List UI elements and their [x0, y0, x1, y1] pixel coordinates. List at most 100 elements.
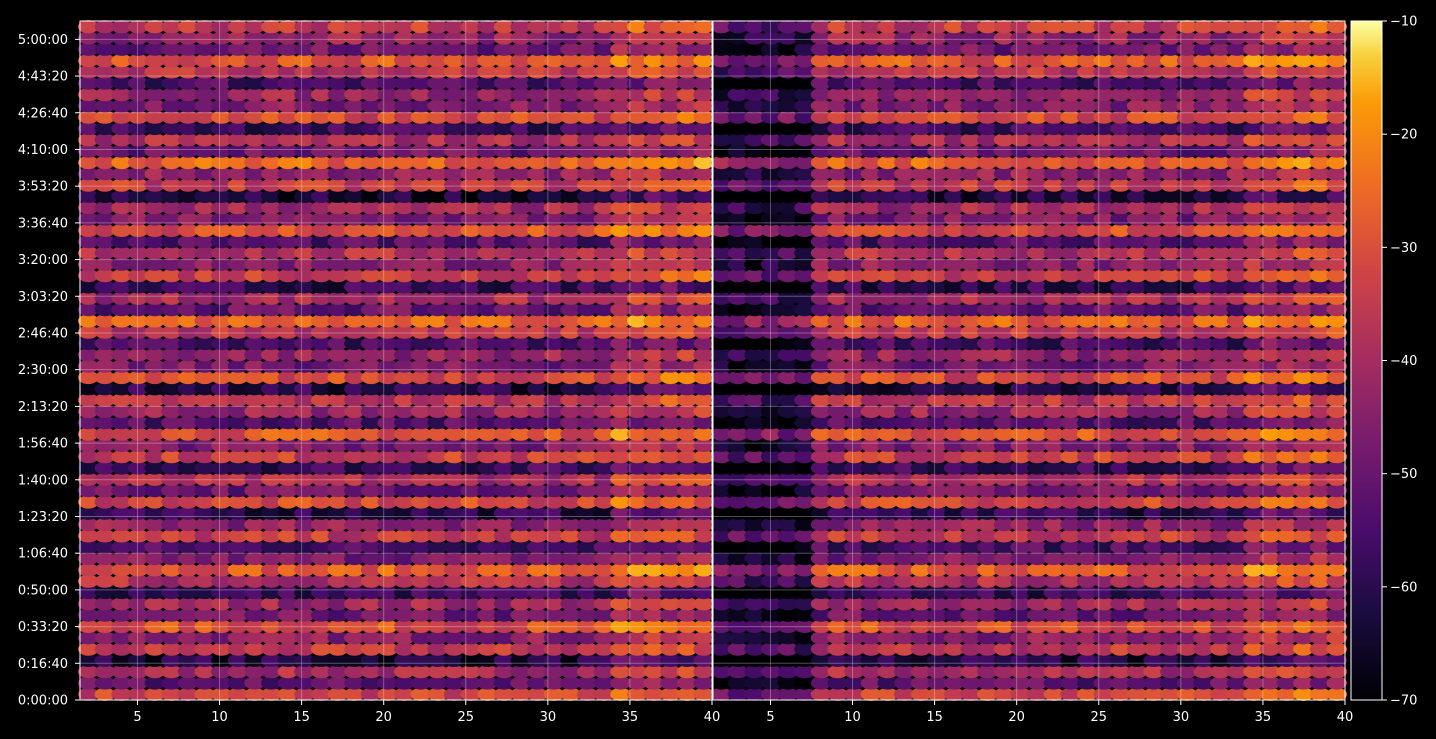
heatmap-cell — [1326, 212, 1347, 226]
heatmap-cell — [127, 348, 149, 362]
heatmap-cell — [610, 167, 631, 181]
heatmap-cell — [493, 269, 515, 283]
heatmap-cell — [626, 416, 648, 430]
heatmap-cell — [111, 54, 132, 68]
heatmap-cell — [643, 99, 665, 113]
heatmap-cell — [327, 212, 349, 226]
heatmap-cell — [527, 155, 548, 170]
heatmap-cell — [244, 472, 265, 486]
heatmap-cell — [94, 88, 116, 102]
heatmap-cell — [244, 212, 265, 226]
heatmap-cell — [493, 619, 515, 634]
heatmap-cell — [527, 348, 548, 362]
heatmap-cell — [560, 291, 581, 305]
heatmap-cell — [443, 314, 465, 328]
heatmap-cell — [78, 121, 99, 136]
heatmap-cell — [610, 461, 631, 475]
heatmap-cell — [360, 676, 382, 690]
heatmap-cell — [643, 518, 665, 532]
heatmap-cell — [1326, 563, 1347, 577]
heatmap-cell — [510, 246, 531, 260]
heatmap-cell — [277, 76, 299, 90]
heatmap-cell — [294, 246, 315, 260]
heatmap-cell — [510, 529, 531, 543]
heatmap-cell — [460, 155, 482, 170]
heatmap-cell — [127, 178, 149, 192]
heatmap-cell — [560, 144, 581, 158]
heatmap-cell — [626, 529, 648, 543]
heatmap-cell — [1326, 427, 1347, 441]
heatmap-cell — [610, 257, 631, 271]
heatmap-cell — [144, 144, 166, 158]
heatmap-cell — [394, 121, 415, 136]
heatmap-cell — [244, 336, 265, 351]
heatmap-cell — [643, 393, 665, 407]
heatmap-cell — [227, 404, 249, 418]
heatmap-cell — [427, 359, 448, 373]
heatmap-cell — [94, 99, 116, 113]
heatmap-cell — [127, 472, 149, 486]
heatmap-cell — [460, 529, 482, 543]
heatmap-cell — [394, 665, 415, 679]
heatmap-cell — [227, 416, 249, 430]
heatmap-cell — [510, 269, 531, 283]
heatmap-cell — [211, 518, 232, 532]
heatmap-cell — [360, 336, 382, 351]
heatmap-cell — [177, 359, 199, 373]
heatmap-cell — [477, 269, 498, 283]
heatmap-cell — [643, 144, 665, 158]
heatmap-cell — [643, 235, 665, 249]
heatmap-cell — [543, 676, 565, 690]
heatmap-cell — [460, 336, 482, 351]
heatmap-cell — [127, 280, 149, 294]
heatmap-cell — [194, 540, 215, 554]
heatmap-cell — [211, 404, 232, 418]
heatmap-cell — [310, 201, 332, 215]
heatmap-cell — [693, 212, 714, 226]
heatmap-cell — [277, 99, 299, 113]
heatmap-cell — [161, 506, 182, 520]
heatmap-cell — [211, 551, 232, 566]
heatmap-cell — [493, 450, 515, 464]
heatmap-cell — [410, 223, 432, 237]
heatmap-cell — [344, 280, 365, 294]
heatmap-cell — [244, 529, 265, 543]
heatmap-cell — [211, 76, 232, 90]
heatmap-cell — [360, 370, 382, 385]
heatmap-cell — [78, 540, 99, 554]
heatmap-cell — [394, 189, 415, 203]
heatmap-cell — [410, 404, 432, 418]
heatmap-cell — [144, 484, 166, 498]
heatmap-cell — [660, 359, 681, 373]
heatmap-cell — [244, 178, 265, 192]
heatmap-cell — [643, 608, 665, 622]
heatmap-cell — [277, 291, 299, 305]
heatmap-cell — [577, 585, 598, 600]
heatmap-cell — [443, 235, 465, 249]
heatmap-cell — [610, 359, 631, 373]
heatmap-cell — [510, 121, 531, 136]
heatmap-cell — [676, 223, 698, 237]
heatmap-cell — [394, 167, 415, 181]
heatmap-cell — [194, 348, 215, 362]
heatmap-cell — [177, 404, 199, 418]
heatmap-cell — [111, 382, 132, 396]
heatmap-cell — [676, 427, 698, 441]
heatmap-cell — [593, 393, 615, 407]
heatmap-cell — [177, 257, 199, 271]
heatmap-cell — [294, 223, 315, 237]
x-tick-label: 5 — [766, 710, 774, 725]
heatmap-cell — [177, 472, 199, 486]
heatmap-cell — [577, 608, 598, 622]
heatmap-cell — [194, 518, 215, 532]
heatmap-cell — [593, 619, 615, 634]
heatmap-cell — [327, 450, 349, 464]
heatmap-cell — [161, 291, 182, 305]
heatmap-cell — [127, 223, 149, 237]
heatmap-cell — [427, 484, 448, 498]
heatmap-cell — [344, 506, 365, 520]
heatmap-cell — [477, 110, 498, 124]
heatmap-cell — [1326, 597, 1347, 611]
heatmap-cell — [626, 631, 648, 645]
heatmap-cell — [510, 291, 531, 305]
